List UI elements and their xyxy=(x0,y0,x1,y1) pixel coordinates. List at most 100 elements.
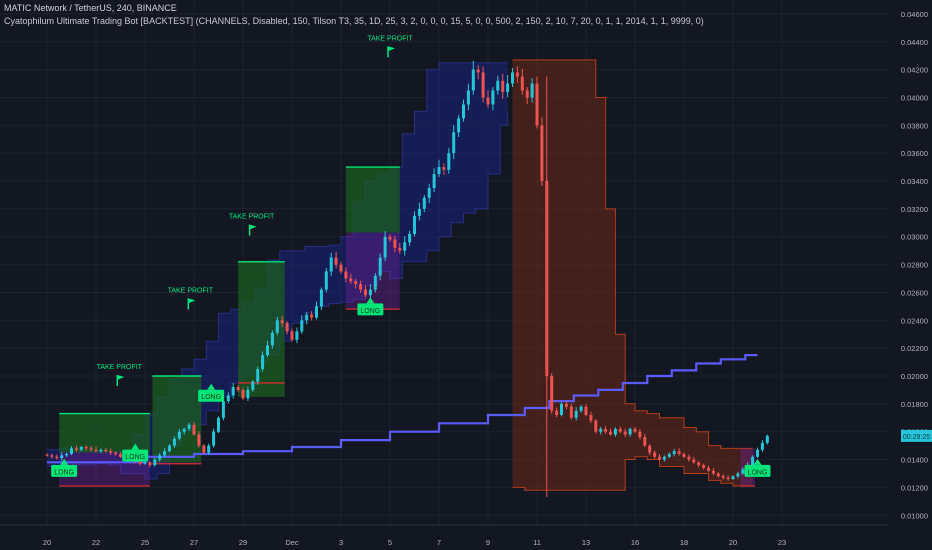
candle-body[interactable] xyxy=(329,257,333,272)
candle-body[interactable] xyxy=(496,80,500,91)
candle-body[interactable] xyxy=(202,445,206,453)
candle-body[interactable] xyxy=(393,239,397,248)
candle-body[interactable] xyxy=(515,72,519,77)
take-profit-signal[interactable]: TAKE PROFIT xyxy=(229,214,275,236)
candle-body[interactable] xyxy=(535,83,539,126)
candle-body[interactable] xyxy=(403,242,407,251)
candle-body[interactable] xyxy=(687,456,691,460)
candle-body[interactable] xyxy=(153,459,157,466)
candle-body[interactable] xyxy=(104,449,108,452)
candle-body[interactable] xyxy=(182,428,186,432)
candle-body[interactable] xyxy=(589,414,593,421)
candle-body[interactable] xyxy=(618,428,622,432)
candle-body[interactable] xyxy=(638,431,642,438)
candle-body[interactable] xyxy=(466,90,470,105)
candle-body[interactable] xyxy=(65,453,69,456)
candle-body[interactable] xyxy=(648,445,652,453)
candle-body[interactable] xyxy=(373,275,377,290)
candle-body[interactable] xyxy=(226,395,230,402)
candle-body[interactable] xyxy=(94,449,98,452)
candle-body[interactable] xyxy=(520,76,524,91)
candle-body[interactable] xyxy=(217,417,220,432)
take-profit-signal[interactable]: TAKE PROFIT xyxy=(367,35,413,58)
candle-body[interactable] xyxy=(109,451,113,453)
candle-body[interactable] xyxy=(555,410,559,415)
candle-body[interactable] xyxy=(300,320,304,332)
candle-body[interactable] xyxy=(677,451,681,454)
candle-body[interactable] xyxy=(236,387,240,390)
candle-body[interactable] xyxy=(221,401,225,418)
candle-body[interactable] xyxy=(55,456,59,459)
candle-body[interactable] xyxy=(751,456,755,466)
candle-body[interactable] xyxy=(471,69,475,91)
candle-body[interactable] xyxy=(359,284,363,290)
candle-body[interactable] xyxy=(633,428,637,432)
candle-body[interactable] xyxy=(285,323,289,332)
candle-body[interactable] xyxy=(84,447,88,449)
candle-body[interactable] xyxy=(99,449,103,452)
candle-body[interactable] xyxy=(760,442,764,450)
price-axis[interactable]: 0.04600 0.04400 0.04200 0.04000 0.03800 0.036… xyxy=(888,0,932,550)
candle-body[interactable] xyxy=(368,289,372,296)
candle-body[interactable] xyxy=(511,72,514,84)
candle-body[interactable] xyxy=(442,167,446,170)
candle-body[interactable] xyxy=(736,473,740,477)
candle-body[interactable] xyxy=(275,320,279,333)
candle-body[interactable] xyxy=(261,355,265,370)
candle-body[interactable] xyxy=(138,460,142,464)
candle-body[interactable] xyxy=(540,125,544,182)
candle-body[interactable] xyxy=(388,236,392,240)
candle-body[interactable] xyxy=(79,447,83,450)
long-signal[interactable]: LONG xyxy=(357,297,384,316)
candle-body[interactable] xyxy=(711,470,715,474)
signal-labels[interactable]: LONG LONG LONG LONG LONG TAKE PROFIT TAKE PROF… xyxy=(51,35,771,477)
candle-body[interactable] xyxy=(378,257,382,276)
candle-body[interactable] xyxy=(653,452,657,457)
candle-body[interactable] xyxy=(628,428,632,435)
long-signal[interactable]: LONG xyxy=(122,443,149,462)
candle-body[interactable] xyxy=(726,477,730,480)
candle-body[interactable] xyxy=(623,431,627,435)
candle-body[interactable] xyxy=(501,80,505,92)
candle-body[interactable] xyxy=(609,431,612,435)
candle-body[interactable] xyxy=(682,453,686,457)
candle-body[interactable] xyxy=(662,456,666,460)
take-profit-signal[interactable]: TAKE PROFIT xyxy=(168,287,214,310)
candle-body[interactable] xyxy=(192,424,196,435)
take-profit-signal[interactable]: TAKE PROFIT xyxy=(97,364,143,386)
candle-body[interactable] xyxy=(658,456,661,460)
candle-body[interactable] xyxy=(525,90,529,98)
candle-body[interactable] xyxy=(613,428,617,435)
long-signal[interactable]: LONG xyxy=(51,458,78,477)
candle-body[interactable] xyxy=(266,345,269,356)
candle-body[interactable] xyxy=(339,264,343,272)
candle-body[interactable] xyxy=(168,445,171,452)
candle-body[interactable] xyxy=(295,331,299,340)
candle-body[interactable] xyxy=(707,467,710,471)
candle-body[interactable] xyxy=(437,167,441,175)
candle-body[interactable] xyxy=(251,381,255,390)
candle-body[interactable] xyxy=(408,233,412,243)
candle-body[interactable] xyxy=(731,476,735,480)
candle-body[interactable] xyxy=(349,278,353,282)
candle-body[interactable] xyxy=(574,410,578,418)
candle-body[interactable] xyxy=(481,72,485,98)
candle-body[interactable] xyxy=(241,389,245,399)
candle-body[interactable] xyxy=(413,215,416,234)
candle-body[interactable] xyxy=(305,314,309,321)
time-axis[interactable]: 20 22 25 27 29 Dec 3 5 7 9 11 13 16 18 20 23 xyxy=(0,524,888,550)
candle-body[interactable] xyxy=(324,271,328,290)
candle-body[interactable] xyxy=(60,455,64,459)
candle-body[interactable] xyxy=(158,455,162,460)
candle-body[interactable] xyxy=(604,428,608,432)
candle-body[interactable] xyxy=(270,332,274,346)
candle-body[interactable] xyxy=(354,281,358,285)
candle-body[interactable] xyxy=(172,438,176,446)
candle-body[interactable] xyxy=(716,473,720,477)
candle-body[interactable] xyxy=(177,431,181,439)
candle-body[interactable] xyxy=(163,451,167,456)
candle-body[interactable] xyxy=(74,448,78,450)
candle-body[interactable] xyxy=(579,406,583,411)
candle-body[interactable] xyxy=(432,174,436,188)
